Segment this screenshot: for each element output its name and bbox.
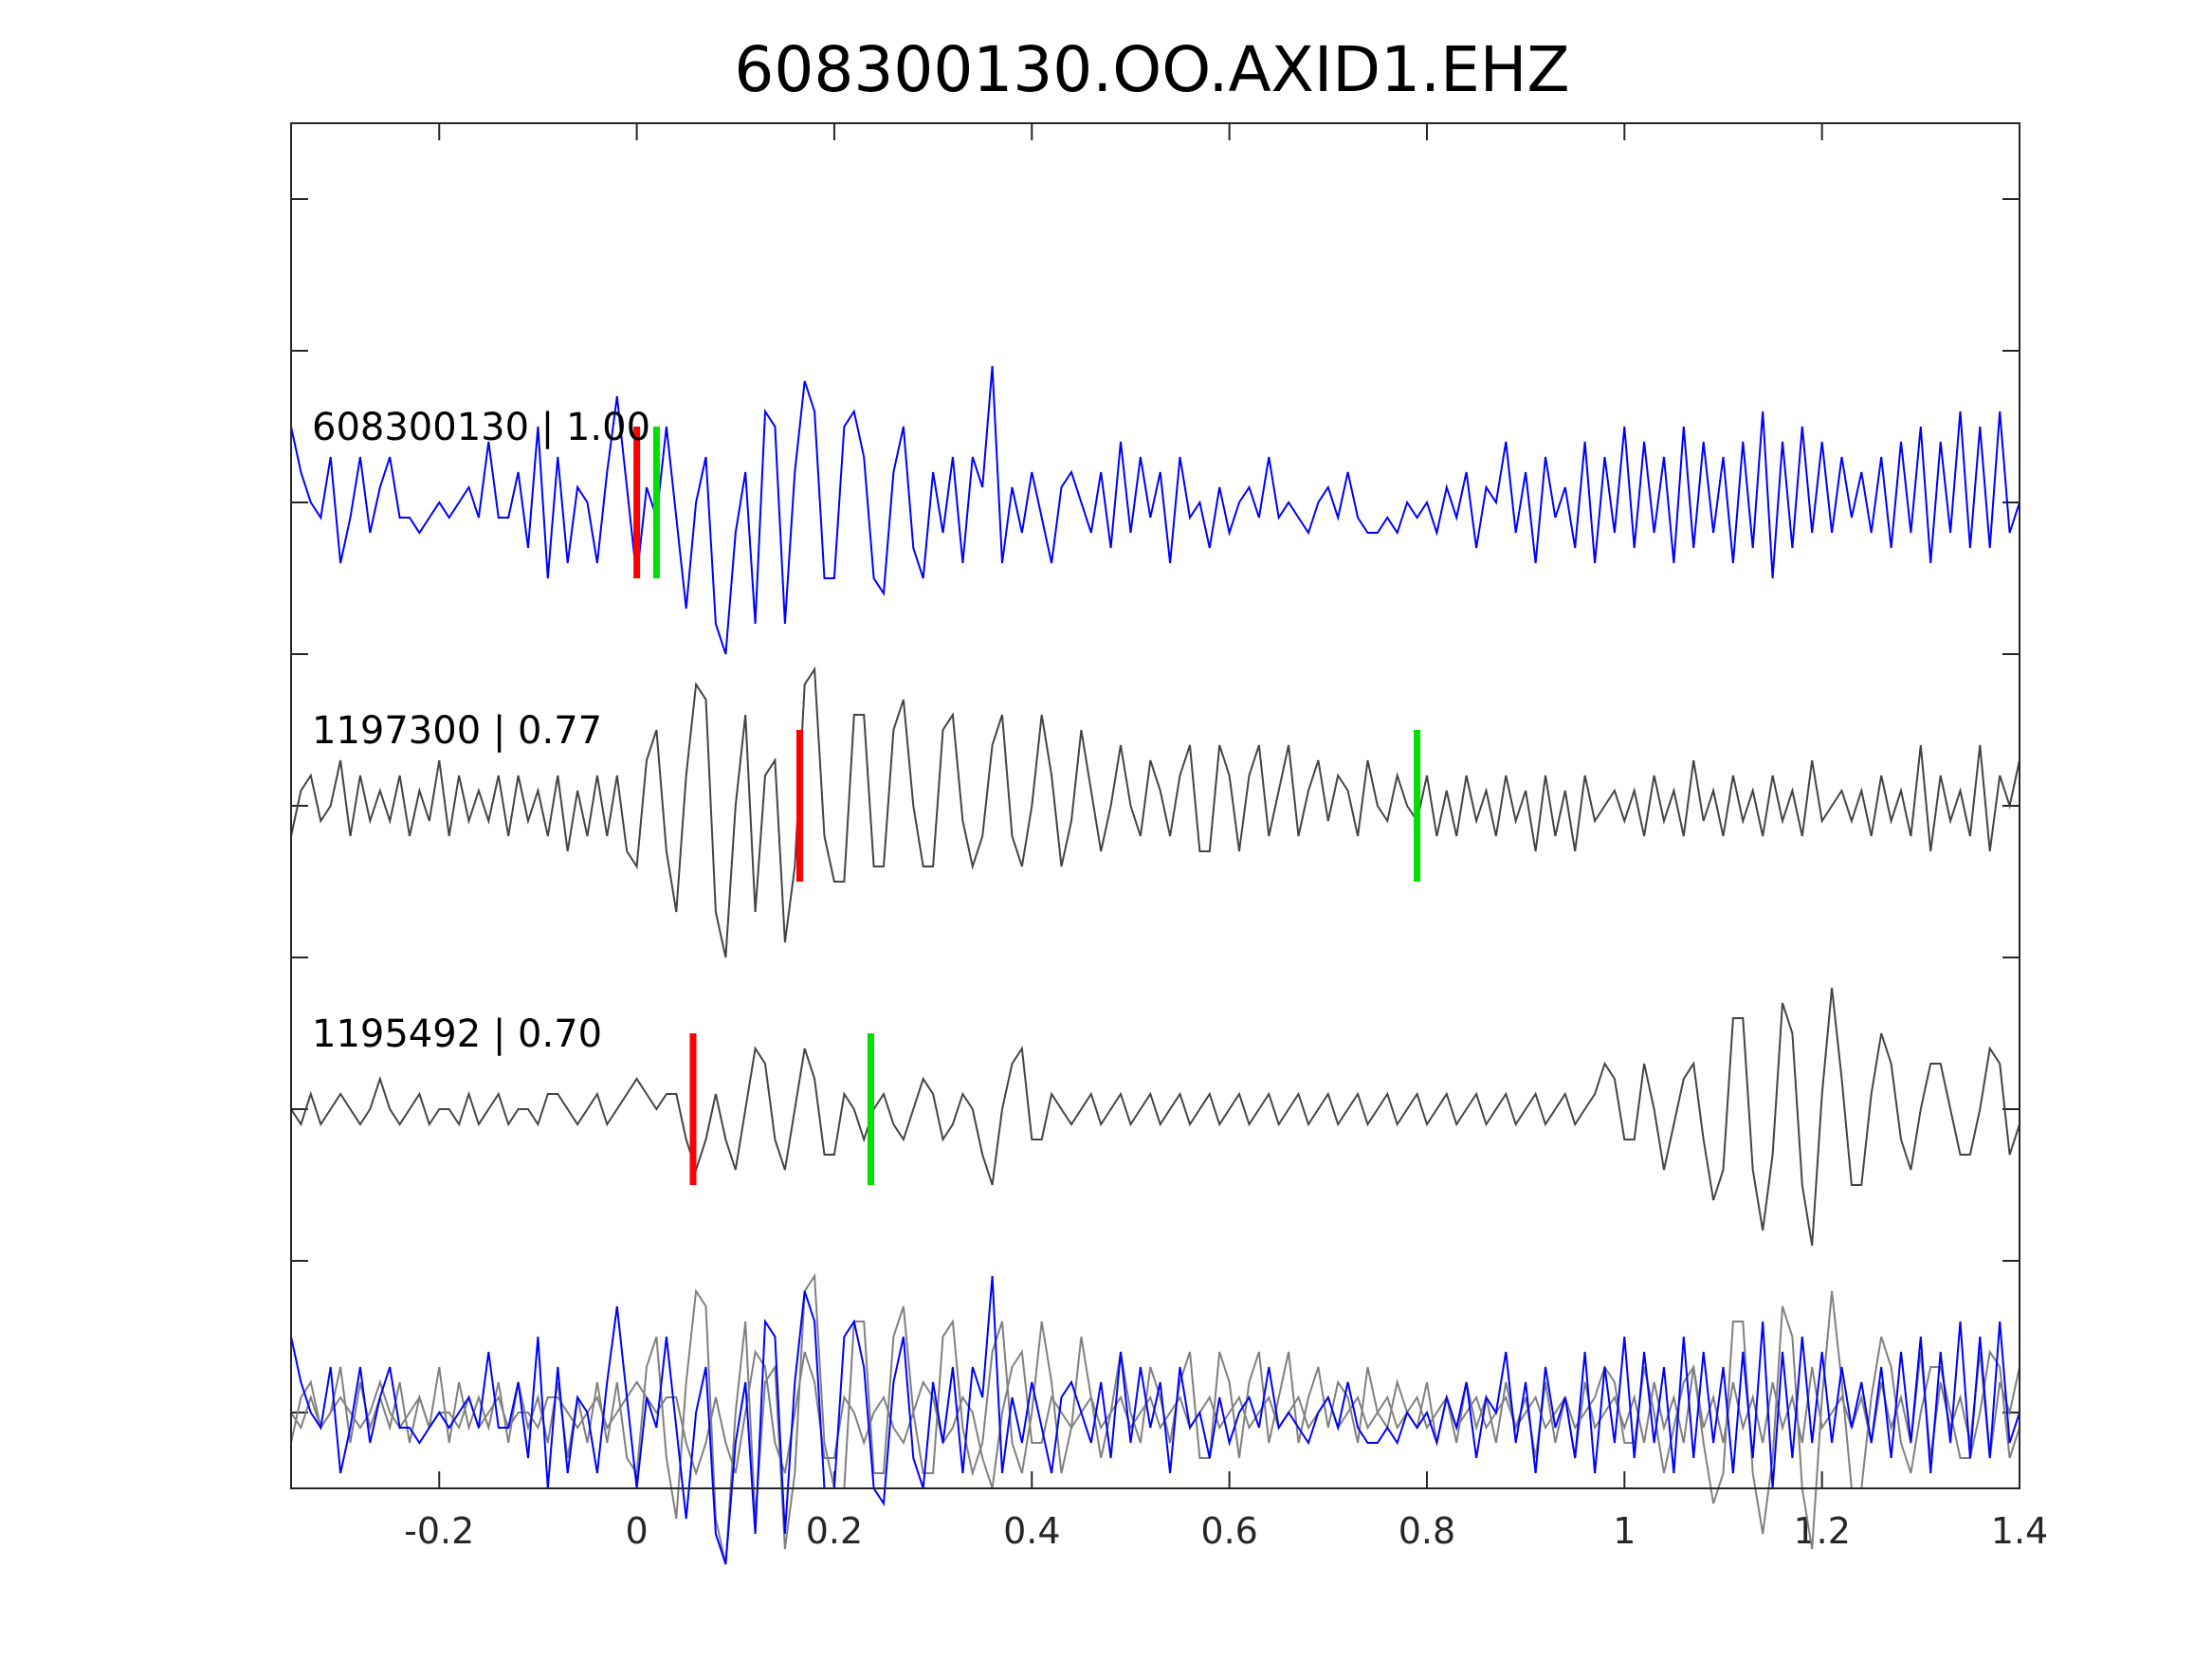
overlay-trace-3 [290,1290,2020,1550]
x-tick-label: 0.4 [1003,1510,1060,1552]
x-tick-label: -0.2 [404,1510,474,1552]
x-tick-label: 0.8 [1398,1510,1455,1552]
overlay-trace-2 [290,1272,2020,1565]
pick-markers [633,427,1421,1185]
trace-3 [290,987,2020,1247]
x-tick-label: 0.2 [806,1510,863,1552]
x-axis: -0.2 0 0.2 0.4 0.6 0.8 1 1.2 1.4 [404,123,2048,1552]
trace-label: 1195492 | 0.70 [312,1012,602,1056]
chart-title: 608300130.OO.AXID1.EHZ [734,33,1569,106]
x-tick-label: 1 [1613,1510,1636,1552]
x-tick-label: 0 [626,1510,649,1552]
x-tick-label: 0.6 [1200,1510,1257,1552]
trace-labels: 608300130 | 1.00 1197300 | 0.77 1195492 | … [312,406,650,1056]
trace-label: 608300130 | 1.00 [312,406,650,449]
trace-layer [290,365,2020,1565]
x-tick-label: 1.4 [1991,1510,2048,1552]
trace-label: 1197300 | 0.77 [312,709,602,753]
overlay-trace-1 [290,1275,2020,1565]
plot-frame [290,122,2020,1489]
x-tick-label: 1.2 [1793,1510,1850,1552]
y-axis [291,198,2020,1413]
trace-1 [290,365,2020,655]
trace-2 [290,665,2020,958]
